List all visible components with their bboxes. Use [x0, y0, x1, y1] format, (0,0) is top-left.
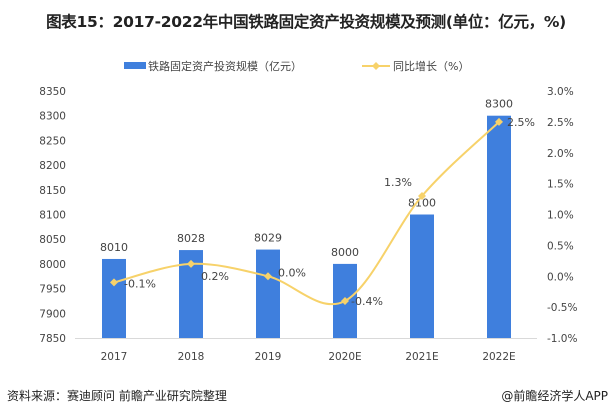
- source-note: 资料来源：赛迪顾问 前瞻产业研究院整理: [7, 389, 227, 403]
- legend-bar-label: 铁路固定资产投资规模（亿元）: [148, 59, 302, 73]
- x-axis-tick: 2022E: [482, 351, 515, 363]
- growth-value-label: -0.4%: [351, 295, 383, 308]
- growth-marker: [110, 278, 118, 287]
- right-axis-tick: 0.5%: [547, 240, 574, 252]
- right-axis-tick: -1.0%: [547, 333, 577, 345]
- right-axis-tick: 2.0%: [547, 148, 574, 160]
- left-axis-tick: 8200: [39, 160, 66, 172]
- bar-value-label: 8029: [254, 232, 282, 245]
- growth-line: [113, 121, 500, 306]
- left-axis-tick: 8300: [39, 111, 66, 123]
- right-axis-tick: 3.0%: [547, 86, 574, 98]
- left-axis-tick: 8150: [39, 185, 66, 197]
- growth-marker: [341, 296, 349, 305]
- legend-line-label: 同比增长（%）: [393, 59, 469, 73]
- left-axis-tick: 8100: [39, 210, 66, 222]
- legend-bar-swatch: [124, 62, 146, 69]
- growth-marker: [264, 272, 272, 281]
- x-axis-tick: 2020E: [328, 351, 361, 363]
- left-axis-tick: 8050: [39, 234, 66, 246]
- chart-title: 图表15：2017-2022年中国铁路固定资产投资规模及预测(单位：亿元，%): [46, 13, 566, 31]
- left-axis-tick: 7900: [39, 308, 66, 320]
- left-axis-tick: 8250: [39, 135, 66, 147]
- bar-value-label: 8000: [331, 246, 359, 259]
- growth-value-label: 0.0%: [278, 266, 306, 279]
- bar: [487, 115, 511, 338]
- x-axis-tick: 2021E: [405, 351, 438, 363]
- growth-value-label: 0.2%: [201, 270, 229, 283]
- bar-value-label: 8300: [485, 98, 513, 111]
- right-axis-tick: 0.0%: [547, 271, 574, 283]
- growth-marker: [418, 191, 426, 200]
- bar: [410, 214, 434, 338]
- left-axis-tick: 8000: [39, 259, 66, 271]
- bar: [256, 249, 280, 338]
- left-axis-tick: 8350: [39, 86, 66, 98]
- growth-marker: [495, 117, 503, 126]
- x-axis-tick: 2017: [101, 351, 128, 363]
- right-axis-tick: -0.5%: [547, 302, 577, 314]
- brand-credit: @前瞻经济学人APP: [501, 389, 608, 403]
- growth-marker: [187, 259, 195, 268]
- right-axis-tick: 2.5%: [547, 117, 574, 129]
- bar-value-label: 8028: [177, 232, 205, 245]
- growth-value-label: 2.5%: [507, 116, 535, 129]
- x-axis-tick: 2019: [255, 351, 282, 363]
- x-axis-tick: 2018: [178, 351, 205, 363]
- right-axis-tick: 1.0%: [547, 210, 574, 222]
- left-axis-tick: 7850: [39, 333, 66, 345]
- bar: [102, 258, 126, 338]
- legend-line-marker: [372, 62, 380, 70]
- growth-value-label: -0.1%: [124, 277, 156, 290]
- right-axis-tick: 1.5%: [547, 179, 574, 191]
- growth-value-label: 1.3%: [384, 176, 412, 189]
- left-axis-tick: 7950: [39, 284, 66, 296]
- bar-value-label: 8010: [100, 241, 128, 254]
